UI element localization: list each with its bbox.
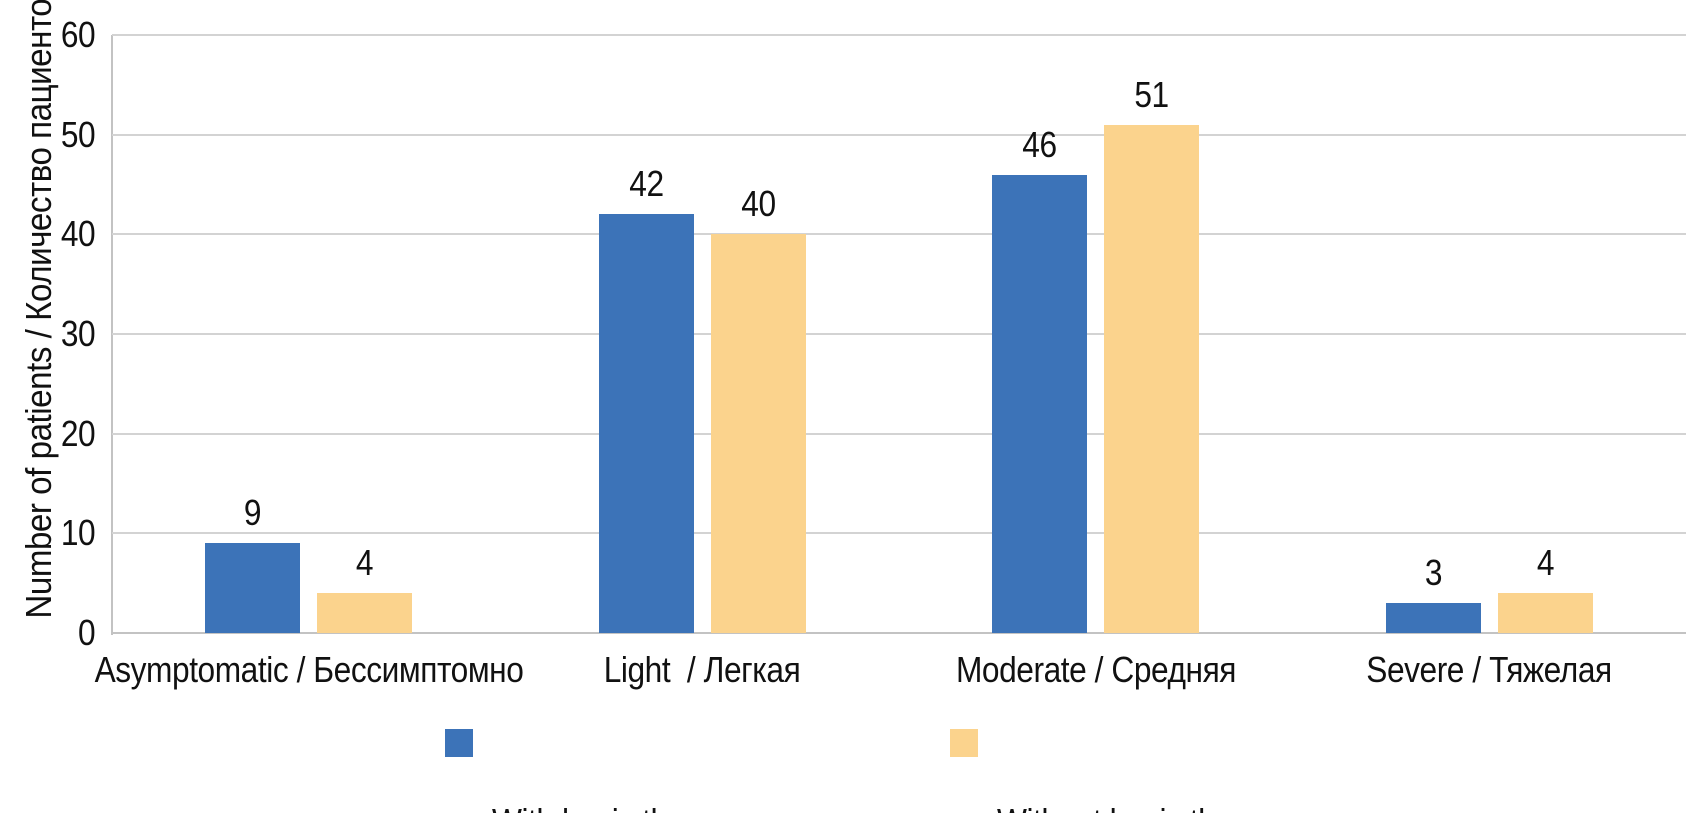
- y-tick-label-0: 0: [78, 612, 96, 653]
- legend-swatch-without-basic-therapy: [950, 729, 978, 757]
- bar-value-label-series2-cat2: 40: [741, 183, 776, 225]
- legend-label-with-basic-therapy: With basic therapy С базисной терапией: [492, 722, 797, 813]
- y-tick-label-20: 20: [60, 412, 96, 454]
- gridline-0: [112, 632, 1686, 634]
- gridline-40: [112, 233, 1686, 236]
- category-label-3: Moderate / Средняя: [955, 649, 1237, 690]
- bar-series1-cat2: [599, 214, 694, 633]
- bar-value-label-series1-cat1: 9: [243, 492, 262, 534]
- bar-series1-cat4: [1386, 603, 1481, 633]
- bar-series2-cat3: [1104, 125, 1199, 633]
- y-tick-label-40: 40: [60, 213, 96, 255]
- gridline-50: [112, 133, 1686, 136]
- legend-label-en: Without basic therapy: [997, 802, 1313, 813]
- bar-series2-cat4: [1498, 593, 1593, 633]
- y-axis-line: [111, 35, 113, 635]
- category-label-4: Severe / Тяжелая: [1366, 649, 1612, 690]
- legend-label-en: With basic therapy: [492, 802, 797, 813]
- gridline-10: [112, 532, 1686, 535]
- legend-label-without-basic-therapy: Without basic therapy Без базисной терап…: [997, 722, 1313, 813]
- bar-value-label-series2-cat4: 4: [1536, 542, 1555, 584]
- bar-series1-cat1: [205, 543, 300, 633]
- category-label-2: Light / Легкая: [603, 649, 801, 690]
- gridline-30: [112, 333, 1686, 335]
- legend-entry-with-basic-therapy: With basic therapy С базисной терапией: [445, 722, 838, 813]
- legend-swatch-with-basic-therapy: [445, 729, 473, 757]
- bar-value-label-series1-cat4: 3: [1424, 552, 1443, 594]
- bar-value-label-series2-cat1: 4: [355, 542, 374, 584]
- plot-area: 9 4 42 40 46 51 3 4: [112, 34, 1686, 634]
- category-label-1: Asymptomatic / Бессимптомно: [94, 649, 524, 690]
- gridline-20: [112, 432, 1686, 435]
- bar-value-label-series1-cat3: 46: [1022, 124, 1057, 166]
- bar-value-label-series1-cat2: 42: [629, 163, 664, 205]
- y-tick-label-50: 50: [60, 113, 96, 155]
- bar-series2-cat2: [711, 234, 806, 633]
- y-tick-label-30: 30: [60, 313, 96, 354]
- y-tick-label-10: 10: [60, 512, 96, 554]
- y-tick-label-60: 60: [60, 14, 96, 55]
- bar-series2-cat1: [317, 593, 412, 633]
- legend-entry-without-basic-therapy: Without basic therapy Без базисной терап…: [950, 722, 1356, 813]
- gridline-60: [112, 34, 1686, 36]
- bar-value-label-series2-cat3: 51: [1134, 74, 1169, 116]
- bar-series1-cat3: [992, 175, 1087, 633]
